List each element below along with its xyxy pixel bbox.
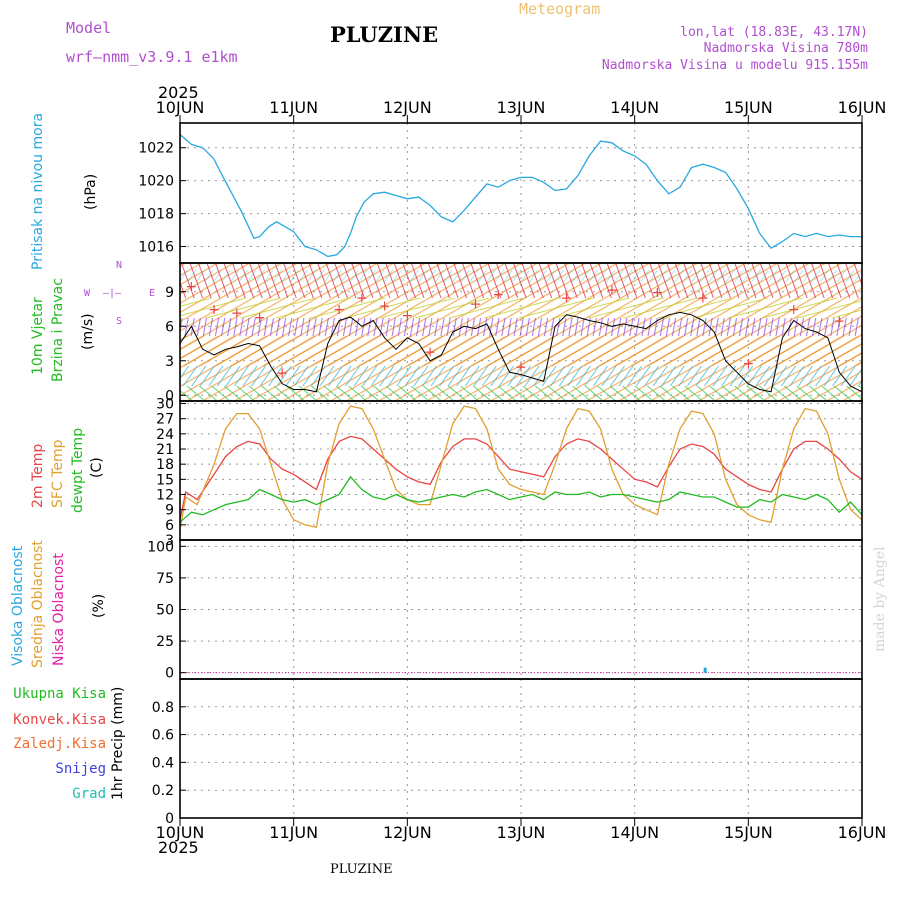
- wind-gust-marker: +: [606, 282, 618, 298]
- wind-gust-marker: +: [697, 291, 709, 307]
- ytick-label: 75: [156, 571, 174, 587]
- ytick-label: 30: [156, 397, 174, 413]
- xtick-label-bottom: 16JUN: [838, 823, 887, 842]
- wind-gust-marker: +: [276, 365, 288, 381]
- ytick-label: 15: [156, 472, 174, 488]
- xtick-label-top: 11JUN: [269, 98, 318, 117]
- ytick-label: 6: [165, 319, 174, 335]
- ytick-label: 0: [165, 388, 174, 404]
- ytick-label: 1016: [138, 240, 174, 256]
- wind-gust-marker: +: [561, 291, 573, 307]
- model-altitude-label: Nadmorska Visina u modelu 915.155m: [601, 58, 868, 73]
- footer-station: PLUZINE: [330, 862, 393, 877]
- lonlat-label: lon,lat (18.83E, 43.17N): [680, 25, 868, 40]
- xtick-label-top: 14JUN: [610, 98, 659, 117]
- xtick-label-top: 12JUN: [383, 98, 432, 117]
- legend-snijeg: Snijeg: [55, 761, 106, 777]
- legend-grad: Grad: [72, 786, 106, 802]
- compass-n: N: [116, 260, 123, 271]
- compass-s: S: [116, 316, 123, 327]
- compass-e: E: [149, 288, 156, 299]
- wind-gust-marker: +: [424, 345, 436, 361]
- ytick-label: 6: [165, 518, 174, 534]
- wind-gust-marker: +: [185, 279, 197, 295]
- ytick-label: 0.8: [152, 700, 174, 716]
- wind-gust-marker: +: [788, 302, 800, 318]
- wind-gust-marker: +: [652, 285, 664, 301]
- xtick-label-bottom: 15JUN: [724, 823, 773, 842]
- xtick-label-bottom: 12JUN: [383, 823, 432, 842]
- model-label: Model: [66, 19, 112, 37]
- ytick-label: 0: [165, 811, 174, 827]
- ytick-label: 3: [165, 354, 174, 370]
- wind-gust-marker: +: [742, 356, 754, 372]
- ytick-label: 9: [165, 503, 174, 519]
- compass-cross: —|—: [103, 288, 122, 299]
- meteogram-label: Meteogram: [519, 0, 601, 18]
- legend-ukupna: Ukupna Kisa: [13, 686, 106, 702]
- xtick-label-top: 15JUN: [724, 98, 773, 117]
- xtick-label-top: 16JUN: [838, 98, 887, 117]
- ytick-label: 0: [165, 666, 174, 682]
- ytick-label: 9: [165, 285, 174, 301]
- compass-w: W: [84, 288, 91, 299]
- wind-gust-marker: +: [333, 302, 345, 318]
- ytick-label: 0.2: [152, 783, 174, 799]
- wind-gust-marker: +: [401, 308, 413, 324]
- altitude-label: Nadmorska Visina 780m: [703, 41, 868, 56]
- ytick-label: 1018: [138, 207, 174, 223]
- wind-gust-marker: +: [833, 314, 845, 330]
- ytick-label: 27: [156, 412, 174, 428]
- wind-gust-marker: +: [356, 291, 368, 307]
- xtick-label-top: 13JUN: [497, 98, 546, 117]
- ytick-label: 21: [156, 442, 174, 458]
- model-name: wrf—nmm_v3.9.1 e1km: [66, 48, 238, 66]
- series-line: [179, 475, 863, 523]
- year-bottom: 2025: [158, 838, 199, 857]
- panel-frame: [179, 678, 863, 819]
- series-line: [179, 311, 863, 393]
- series-line: [179, 134, 862, 258]
- xtick-label-top: 10JUN: [156, 98, 205, 117]
- xtick-label-bottom: 13JUN: [497, 823, 546, 842]
- ytick-label: 25: [156, 634, 174, 650]
- ytick-label: 3: [165, 533, 174, 549]
- ytick-label: 1022: [138, 141, 174, 157]
- year-top: 2025: [158, 83, 199, 102]
- ytick-label: 24: [156, 427, 174, 443]
- wind-gust-marker: +: [515, 360, 527, 376]
- legend-konvek: Konvek.Kisa: [13, 712, 106, 728]
- wind-gust-marker: +: [231, 305, 243, 321]
- series-line: [179, 405, 863, 531]
- wind-gust-marker: +: [470, 296, 482, 312]
- ytick-label: 0.4: [152, 755, 174, 771]
- bar: [703, 667, 707, 673]
- series-line: [179, 435, 863, 520]
- panel-frame: [179, 539, 863, 680]
- wind-gust-marker: +: [379, 299, 391, 315]
- xtick-label-bottom: 14JUN: [610, 823, 659, 842]
- xtick-label-bottom: 10JUN: [156, 823, 205, 842]
- ytick-label: 18: [156, 457, 174, 473]
- ytick-label: 1020: [138, 174, 174, 190]
- ytick-label: 50: [156, 603, 174, 619]
- legend-zaledj: Zaledj.Kisa: [13, 736, 106, 752]
- station-title: PLUZINE: [330, 22, 439, 47]
- wind-gust-marker: +: [208, 302, 220, 318]
- ytick-label: 12: [156, 488, 174, 504]
- ytick-label: 100: [147, 539, 174, 555]
- ytick-label: 0.6: [152, 728, 174, 744]
- xtick-label-bottom: 11JUN: [269, 823, 318, 842]
- wind-gust-marker: +: [254, 310, 266, 326]
- wind-gust-marker: +: [492, 287, 504, 303]
